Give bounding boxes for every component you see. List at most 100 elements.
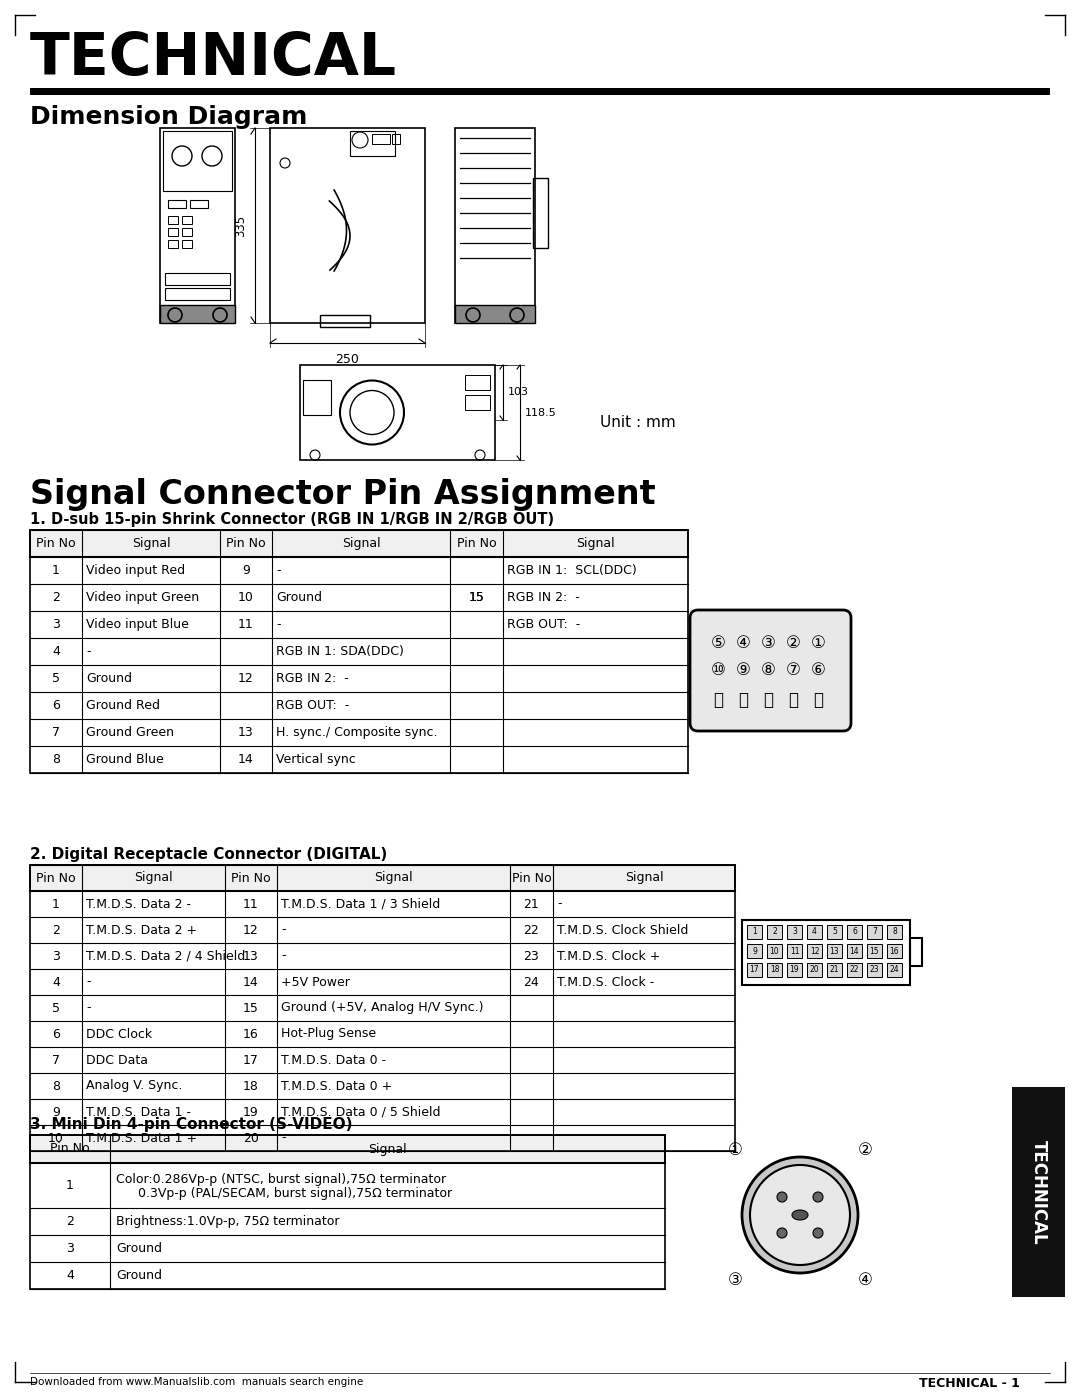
Text: Signal: Signal xyxy=(134,872,173,884)
Text: 10: 10 xyxy=(238,591,254,604)
Bar xyxy=(847,944,862,958)
Text: 11: 11 xyxy=(243,897,259,911)
Text: 18: 18 xyxy=(243,1080,259,1092)
Bar xyxy=(30,529,688,773)
Text: Pin No: Pin No xyxy=(512,872,551,884)
Text: -: - xyxy=(557,897,562,911)
Text: RGB OUT:  -: RGB OUT: - xyxy=(276,698,349,712)
Text: 1: 1 xyxy=(66,1179,73,1192)
Bar xyxy=(350,131,395,156)
Text: -: - xyxy=(281,950,285,963)
Text: 8: 8 xyxy=(892,928,896,936)
Text: 3: 3 xyxy=(792,928,797,936)
Text: ②: ② xyxy=(858,1141,873,1160)
Text: 8: 8 xyxy=(52,1080,60,1092)
Bar xyxy=(787,925,802,939)
Text: Dimension Diagram: Dimension Diagram xyxy=(30,105,308,129)
Text: 19: 19 xyxy=(789,965,799,975)
Text: -: - xyxy=(281,1132,285,1144)
Circle shape xyxy=(813,1192,823,1201)
Bar xyxy=(807,944,822,958)
Text: Ground (+5V, Analog H/V Sync.): Ground (+5V, Analog H/V Sync.) xyxy=(281,1002,484,1014)
Text: Pin No: Pin No xyxy=(457,536,497,550)
Text: 15: 15 xyxy=(469,591,485,604)
Text: 3. Mini Din 4-pin Connector (S-VIDEO): 3. Mini Din 4-pin Connector (S-VIDEO) xyxy=(30,1118,352,1132)
Circle shape xyxy=(750,1165,850,1266)
Text: 23: 23 xyxy=(524,950,539,963)
Text: T.M.D.S. Data 0 / 5 Shield: T.M.D.S. Data 0 / 5 Shield xyxy=(281,1105,441,1119)
Text: 14: 14 xyxy=(238,753,254,766)
Text: 11: 11 xyxy=(238,617,254,631)
Text: Signal Connector Pin Assignment: Signal Connector Pin Assignment xyxy=(30,478,656,511)
Text: 13: 13 xyxy=(238,726,254,739)
Bar xyxy=(30,1134,665,1289)
Text: 118.5: 118.5 xyxy=(525,408,557,418)
Text: TECHNICAL: TECHNICAL xyxy=(30,29,397,87)
Text: Downloaded from www.Manualslib.com  manuals search engine: Downloaded from www.Manualslib.com manua… xyxy=(30,1377,363,1387)
Text: 20: 20 xyxy=(810,965,820,975)
Text: 4: 4 xyxy=(812,928,816,936)
Text: 5: 5 xyxy=(52,1002,60,1014)
Text: 2: 2 xyxy=(52,591,59,604)
Bar xyxy=(455,305,535,323)
Text: ⑭: ⑭ xyxy=(738,692,748,710)
Bar xyxy=(787,944,802,958)
Text: 2. Digital Receptacle Connector (DIGITAL): 2. Digital Receptacle Connector (DIGITAL… xyxy=(30,847,388,862)
Text: -: - xyxy=(86,975,91,989)
Text: Unit : mm: Unit : mm xyxy=(600,415,676,430)
Text: T.M.D.S. Data 2 / 4 Shield: T.M.D.S. Data 2 / 4 Shield xyxy=(86,950,245,963)
Text: Ground: Ground xyxy=(116,1268,162,1282)
Bar xyxy=(807,963,822,977)
Text: 15: 15 xyxy=(243,1002,259,1014)
Text: 3: 3 xyxy=(66,1242,73,1255)
Text: H. sync./ Composite sync.: H. sync./ Composite sync. xyxy=(276,726,437,739)
Text: 2: 2 xyxy=(66,1215,73,1228)
Text: ⑫: ⑫ xyxy=(788,692,798,710)
Text: 0.3Vp-p (PAL/SECAM, burst signal),75Ω terminator: 0.3Vp-p (PAL/SECAM, burst signal),75Ω te… xyxy=(138,1187,453,1200)
Bar xyxy=(168,217,178,224)
Text: 11: 11 xyxy=(789,947,799,956)
Bar xyxy=(534,177,548,249)
Text: RGB IN 2:  -: RGB IN 2: - xyxy=(276,672,349,685)
Bar xyxy=(392,134,400,144)
Bar xyxy=(300,365,495,460)
Text: 16: 16 xyxy=(243,1028,259,1041)
Bar xyxy=(465,374,490,390)
Bar xyxy=(183,240,192,249)
Text: ②: ② xyxy=(785,634,800,652)
Text: 103: 103 xyxy=(508,387,529,397)
Circle shape xyxy=(777,1192,787,1201)
Text: RGB OUT:  -: RGB OUT: - xyxy=(507,617,580,631)
Text: Ground: Ground xyxy=(86,672,132,685)
Text: 13: 13 xyxy=(829,947,839,956)
Text: Pin No: Pin No xyxy=(37,872,76,884)
Bar xyxy=(787,963,802,977)
Text: Signal: Signal xyxy=(374,872,413,884)
Text: 4: 4 xyxy=(52,645,59,658)
Text: 1. D-sub 15-pin Shrink Connector (RGB IN 1/RGB IN 2/RGB OUT): 1. D-sub 15-pin Shrink Connector (RGB IN… xyxy=(30,511,554,527)
Bar xyxy=(827,963,842,977)
Text: 21: 21 xyxy=(524,897,539,911)
Text: ⑧: ⑧ xyxy=(760,661,775,679)
Text: TECHNICAL: TECHNICAL xyxy=(1029,1140,1048,1245)
Text: Vertical sync: Vertical sync xyxy=(276,753,355,766)
Text: T.M.D.S. Clock Shield: T.M.D.S. Clock Shield xyxy=(557,923,688,936)
Text: 9: 9 xyxy=(52,1105,59,1119)
Text: 24: 24 xyxy=(524,975,539,989)
Bar xyxy=(1012,1087,1065,1296)
Text: 9: 9 xyxy=(752,947,757,956)
Bar xyxy=(168,240,178,249)
Text: 16: 16 xyxy=(890,947,900,956)
Text: 2: 2 xyxy=(772,928,777,936)
Bar xyxy=(807,925,822,939)
Text: 1: 1 xyxy=(52,897,59,911)
Bar xyxy=(887,963,902,977)
Text: 22: 22 xyxy=(524,923,539,936)
Text: Signal: Signal xyxy=(577,536,615,550)
Text: 1: 1 xyxy=(52,564,59,577)
Text: 24: 24 xyxy=(890,965,900,975)
Text: ⑮: ⑮ xyxy=(713,692,723,710)
Text: 12: 12 xyxy=(243,923,259,936)
Text: Signal: Signal xyxy=(341,536,380,550)
Text: +5V Power: +5V Power xyxy=(281,975,350,989)
